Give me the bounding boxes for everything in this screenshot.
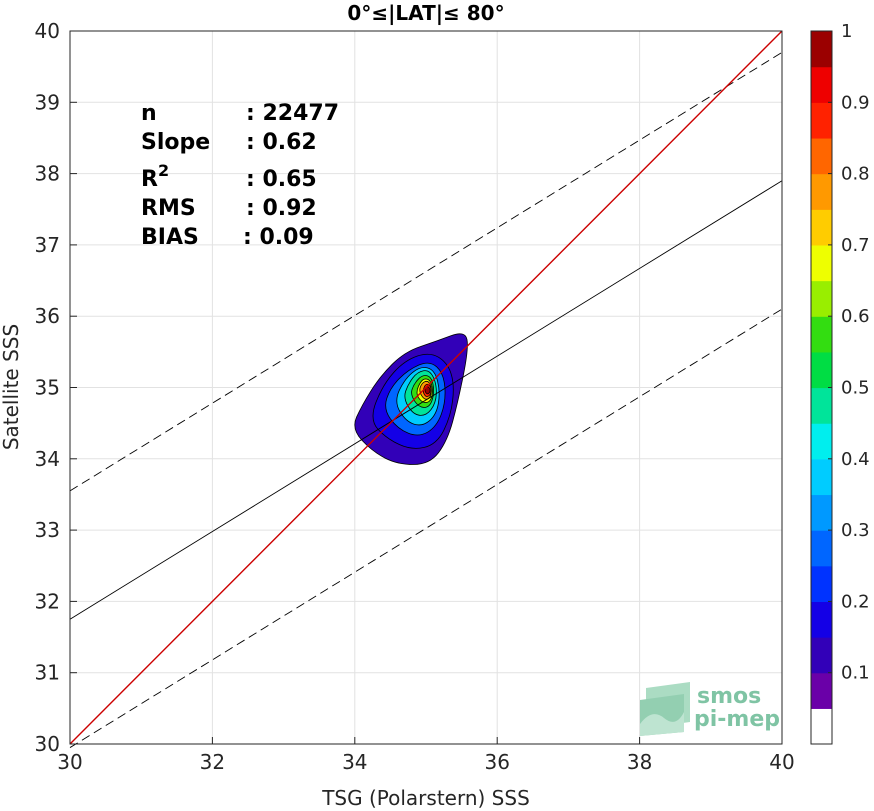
colorbar-band-6: [811, 494, 832, 531]
colorbar-band-19: [811, 31, 832, 68]
reference-lines: [69, 30, 783, 748]
colorbar-band-14: [811, 209, 832, 246]
y-tick-label-7: 37: [35, 233, 60, 257]
colorbar-band-3: [811, 601, 832, 638]
stat-label-1: Slope: [141, 130, 210, 155]
x-tick-label-0: 30: [57, 750, 82, 774]
x-tick-label-2: 34: [342, 750, 367, 774]
x-axis-ticks: 30 32 34 36 38 40: [57, 737, 795, 774]
colorbar-band-15: [811, 173, 832, 210]
colorbar: 0.1 0.2 0.3 0.4 0.5 0.6 0.7 0.8 0.9 1: [810, 21, 870, 745]
stat-value-4: : 0.09: [243, 225, 314, 250]
colorbar-tick-label-3: 0.4: [841, 449, 870, 470]
stat-label-0: n: [141, 101, 157, 126]
stat-label-4: BIAS: [141, 225, 199, 250]
y-tick-label-6: 36: [35, 304, 60, 328]
colorbar-tick-label-2: 0.3: [841, 520, 870, 541]
colorbar-band-7: [811, 458, 832, 496]
colorbar-band-4: [811, 565, 832, 602]
colorbar-tick-label-1: 0.2: [841, 591, 870, 612]
y-tick-label-10: 40: [35, 19, 60, 43]
stat-superscript-2: 2: [158, 161, 169, 180]
stat-value-0: : 22477: [246, 101, 339, 126]
colorbar-tick-label-5: 0.6: [841, 306, 870, 327]
y-tick-label-5: 35: [35, 376, 60, 400]
x-tick-label-3: 36: [484, 750, 509, 774]
colorbar-band-12: [811, 280, 832, 317]
y-axis-label: Satellite SSS: [0, 324, 23, 450]
colorbar-band-2: [811, 637, 832, 674]
y-tick-label-8: 38: [35, 162, 60, 186]
colorbar-band-10: [811, 351, 832, 389]
chart-title: 0°≤|LAT|≤ 80°: [347, 1, 504, 25]
x-tick-label-1: 32: [200, 750, 225, 774]
colorbar-tick-label-6: 0.7: [841, 235, 870, 256]
colorbar-band-18: [811, 66, 832, 103]
stat-value-1: : 0.62: [246, 130, 317, 155]
colorbar-band-8: [811, 423, 832, 460]
logo-line-2: pi-mep: [694, 707, 780, 732]
x-tick-label-4: 38: [627, 750, 652, 774]
y-axis-ticks: 30 31 32 33 34 35 36 37 38 39 40: [35, 19, 77, 756]
x-tick-label-5: 40: [769, 750, 794, 774]
colorbar-tick-label-7: 0.8: [841, 164, 870, 185]
y-tick-label-0: 30: [35, 732, 60, 756]
y-tick-label-1: 31: [35, 661, 60, 685]
stat-value-3: : 0.92: [246, 196, 317, 221]
colorbar-band-17: [811, 102, 832, 139]
colorbar-band-11: [811, 316, 832, 353]
colorbar-band-16: [811, 137, 832, 175]
x-axis-label: TSG (Polarstern) SSS: [321, 786, 530, 810]
colorbar-band-9: [811, 387, 832, 424]
stat-value-2: : 0.65: [246, 167, 317, 192]
colorbar-tick-label-4: 0.5: [841, 378, 870, 399]
logo-mark-icon: [640, 682, 690, 736]
colorbar-band-0: [811, 708, 832, 745]
y-tick-label-3: 33: [35, 518, 60, 542]
density-contours: [354, 333, 468, 465]
regression-line: [69, 180, 783, 620]
colorbar-tick-label-8: 0.9: [841, 92, 870, 113]
colorbar-tick-label-0: 0.1: [841, 663, 870, 684]
y-tick-label-4: 34: [35, 447, 60, 471]
colorbar-band-1: [811, 672, 832, 709]
statistics-box: n : 22477 Slope : 0.62 R2 : 0.65 RMS : 0.92 BIAS…: [141, 101, 339, 250]
colorbar-band-13: [811, 244, 832, 282]
stat-label-3: RMS: [141, 196, 196, 221]
identity-line: [69, 30, 783, 745]
logo-line-1: smos: [697, 684, 761, 709]
y-tick-label-9: 39: [35, 90, 60, 114]
colorbar-tick-label-9: 1: [841, 21, 852, 42]
y-tick-label-2: 32: [35, 589, 60, 613]
colorbar-band-5: [811, 530, 832, 567]
smos-pimep-logo: smos pi-mep: [640, 682, 780, 736]
stat-label-2: R2: [141, 161, 169, 192]
